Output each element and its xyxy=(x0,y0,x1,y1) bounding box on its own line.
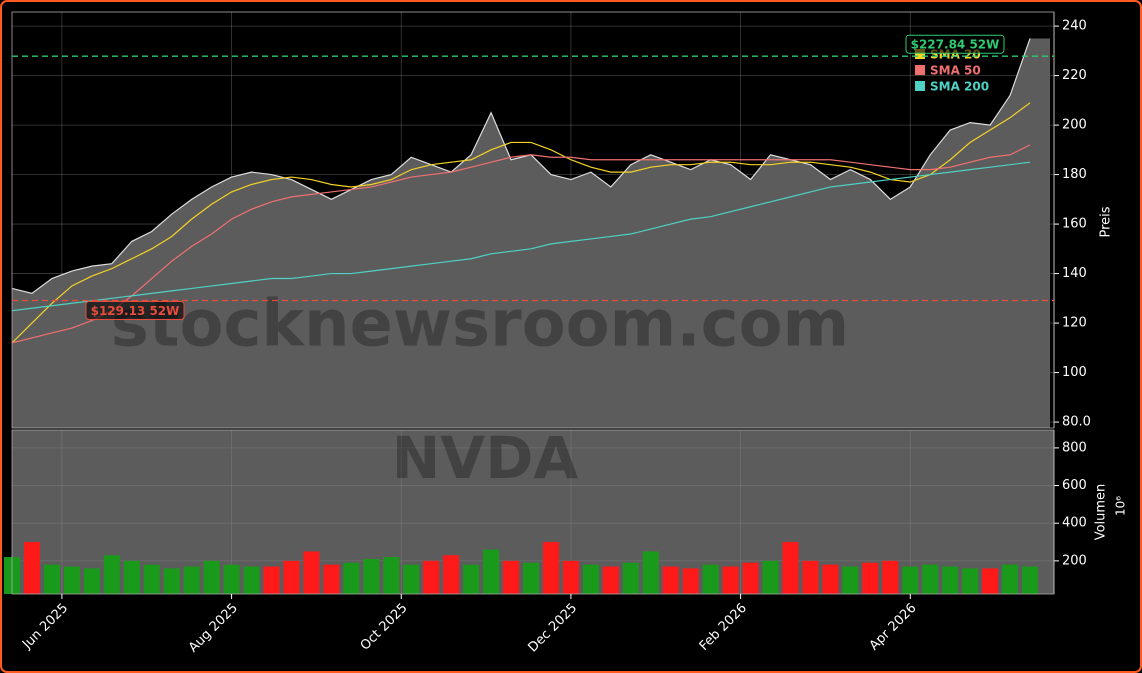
volume-bar xyxy=(283,560,300,594)
y-tick-label: 140 xyxy=(1062,266,1087,281)
volume-bar xyxy=(982,568,999,594)
volume-bar xyxy=(1022,566,1039,594)
annotation-label: $227.84 52W xyxy=(911,38,1000,52)
panel-border xyxy=(11,11,1055,429)
annotation-box xyxy=(85,300,185,320)
volume-bar xyxy=(922,564,939,594)
volume-bar xyxy=(303,551,320,594)
watermark: NVDA xyxy=(392,424,579,492)
volume-bar xyxy=(902,566,919,594)
annotation-box xyxy=(905,34,1005,54)
volume-bar xyxy=(642,551,659,594)
volume-bar xyxy=(263,566,280,594)
y-tick-label: 800 xyxy=(1062,440,1087,455)
volume-bar xyxy=(123,560,140,594)
volume-bar xyxy=(662,566,679,594)
volume-bar xyxy=(722,566,739,594)
volume-bar xyxy=(243,566,260,594)
volume-bar xyxy=(63,566,80,594)
volume-bar xyxy=(443,555,460,594)
volume-bar xyxy=(622,562,639,594)
volume-bar xyxy=(503,560,520,594)
volume-bar xyxy=(562,560,579,594)
volume-bar xyxy=(463,564,480,594)
volume-bar xyxy=(882,560,899,594)
volume-bar xyxy=(602,566,619,594)
volume-bar xyxy=(802,560,819,594)
volume-bar xyxy=(163,568,180,594)
volume-bar xyxy=(223,564,240,594)
volume-bar xyxy=(363,558,380,594)
y-tick-label: 80.0 xyxy=(1062,415,1091,430)
volume-bar xyxy=(842,566,859,594)
y-tick-label: 160 xyxy=(1062,217,1087,232)
volume-bar xyxy=(742,562,759,594)
volume-bar xyxy=(103,555,120,594)
sma-line xyxy=(11,144,1031,344)
price-area xyxy=(12,38,1051,428)
volume-bar xyxy=(343,562,360,594)
watermark: stocknewsroom.com xyxy=(111,288,849,362)
legend-swatch xyxy=(915,65,925,75)
volume-bar xyxy=(542,542,559,594)
volume-bar xyxy=(523,562,540,594)
legend-label: SMA 50 xyxy=(930,64,981,78)
volume-bar xyxy=(43,564,60,594)
volume-bar xyxy=(403,564,420,594)
volume-bar xyxy=(682,568,699,594)
volume-bar xyxy=(183,566,200,594)
y-tick-label: 240 xyxy=(1062,19,1087,34)
price-line xyxy=(11,38,1031,295)
volume-bar xyxy=(143,564,160,594)
y-tick-label: 600 xyxy=(1062,478,1087,493)
volume-bar xyxy=(762,560,779,594)
volume-bar xyxy=(822,564,839,594)
annotation-label: $129.13 52W xyxy=(91,304,180,318)
y-tick-label: 120 xyxy=(1062,316,1087,331)
sma-line xyxy=(11,161,1031,312)
y-tick-label: 180 xyxy=(1062,167,1087,182)
volume-bar xyxy=(383,557,400,594)
volume-bar xyxy=(483,549,500,594)
volume-bar xyxy=(203,560,220,594)
volume-bar xyxy=(23,542,40,594)
offset-label: 10⁶ xyxy=(1114,496,1128,516)
y-axis-title: Volumen xyxy=(1094,484,1109,541)
sma-line xyxy=(11,102,1031,344)
legend-label: SMA 200 xyxy=(930,80,989,94)
volume-bar xyxy=(942,566,959,594)
y-tick-label: 400 xyxy=(1062,516,1087,531)
legend-swatch xyxy=(915,81,925,91)
volume-bar xyxy=(423,560,440,594)
y-tick-label: 220 xyxy=(1062,68,1087,83)
volume-bar xyxy=(782,542,799,594)
volume-bar xyxy=(582,564,599,594)
y-tick-label: 100 xyxy=(1062,365,1087,380)
y-axis-title: Preis xyxy=(1099,206,1114,237)
volume-bar xyxy=(83,568,100,594)
panel-border xyxy=(11,429,1055,595)
volume-bar xyxy=(1002,564,1019,594)
volume-bar xyxy=(323,564,340,594)
legend-swatch xyxy=(915,49,925,59)
volume-bar xyxy=(962,568,979,594)
y-tick-label: 200 xyxy=(1062,118,1087,133)
volume-bar xyxy=(862,562,879,594)
volume-bar xyxy=(702,564,719,594)
y-tick-label: 200 xyxy=(1062,553,1087,568)
